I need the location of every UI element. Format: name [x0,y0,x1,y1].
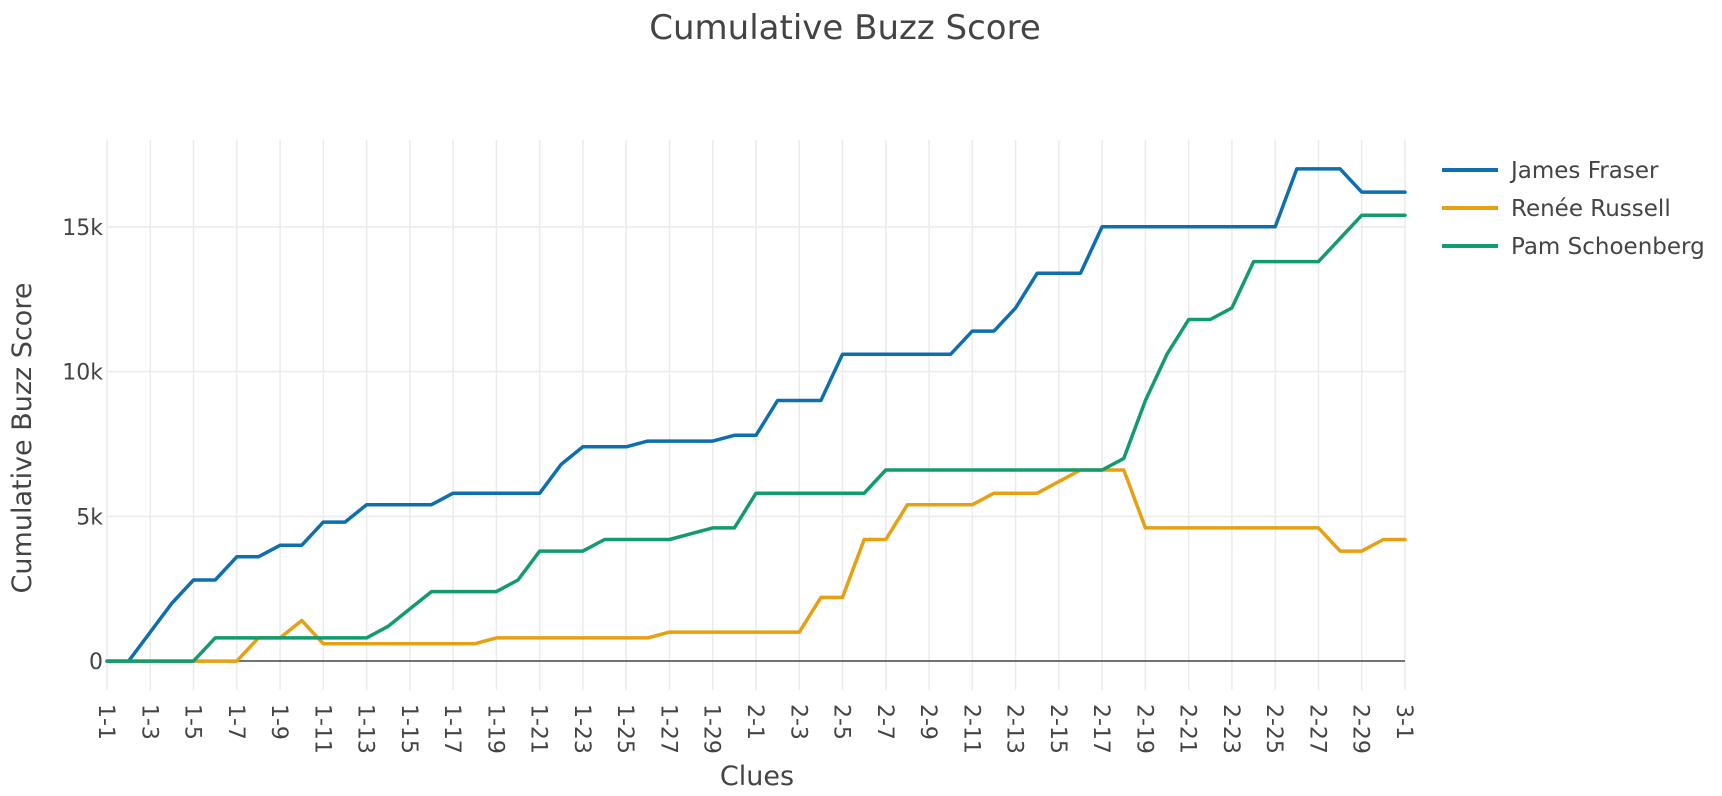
x-tick-label: 2-13 [1002,704,1027,754]
x-tick-label: 1-1 [93,704,118,740]
legend[interactable]: James Fraser Renée Russell Pam Schoenberg [1442,158,1705,260]
x-tick-label: 2-3 [785,704,810,740]
x-tick-label: 1-7 [223,704,248,740]
series-line-pam-schoenberg [105,213,1407,663]
legend-item[interactable]: Renée Russell [1442,196,1671,222]
chart-title: Cumulative Buzz Score [649,8,1040,48]
y-tick-label: 5k [76,505,103,530]
y-axis-title: Cumulative Buzz Score [7,283,38,594]
legend-item[interactable]: Pam Schoenberg [1442,234,1705,260]
x-tick-label: 2-9 [915,704,940,740]
x-tick-label: 3-1 [1391,704,1416,740]
x-tick-label: 2-27 [1304,704,1329,754]
y-tick-label: 0 [89,650,103,675]
x-tick-label: 1-3 [136,704,161,740]
x-tick-label: 1-17 [439,704,464,754]
series-line-james-fraser [105,167,1407,663]
x-tick-label: 1-15 [396,704,421,754]
x-axis-title: Clues [720,761,794,792]
gridlines [106,140,1406,690]
x-tick-label: 2-23 [1218,704,1243,754]
x-tick-label: 1-29 [699,704,724,754]
y-axis-ticks: 0 5k 10k 15k [62,216,103,675]
series-line-ren-e-russell [105,468,1407,663]
x-tick-label: 2-25 [1261,704,1286,754]
y-tick-label: 10k [62,361,103,386]
x-tick-label: 2-17 [1088,704,1113,754]
legend-label: Renée Russell [1511,196,1671,222]
x-tick-label: 2-1 [742,704,767,740]
x-tick-label: 1-27 [655,704,680,754]
legend-item[interactable]: James Fraser [1442,158,1659,184]
x-tick-label: 1-23 [569,704,594,754]
x-tick-label: 1-9 [266,704,291,740]
legend-label: Pam Schoenberg [1511,234,1705,260]
x-tick-label: 1-11 [309,704,334,754]
x-tick-label: 2-29 [1348,704,1373,754]
x-axis-ticks: 1-1 1-3 1-5 1-7 1-9 1-11 1-13 1-15 1-17 1-19 1-21 1… [93,704,1416,754]
y-tick-label: 15k [62,216,103,241]
x-tick-label: 2-7 [872,704,897,740]
x-tick-label: 2-5 [829,704,854,740]
plot-area [105,167,1407,663]
x-tick-label: 2-11 [958,704,983,754]
x-tick-label: 1-21 [526,704,551,754]
x-tick-label: 1-5 [180,704,205,740]
x-tick-label: 2-15 [1045,704,1070,754]
x-tick-label: 1-13 [353,704,378,754]
x-tick-label: 1-19 [482,704,507,754]
x-tick-label: 2-19 [1131,704,1156,754]
legend-label: James Fraser [1509,158,1659,184]
x-tick-label: 1-25 [612,704,637,754]
x-tick-label: 2-21 [1175,704,1200,754]
